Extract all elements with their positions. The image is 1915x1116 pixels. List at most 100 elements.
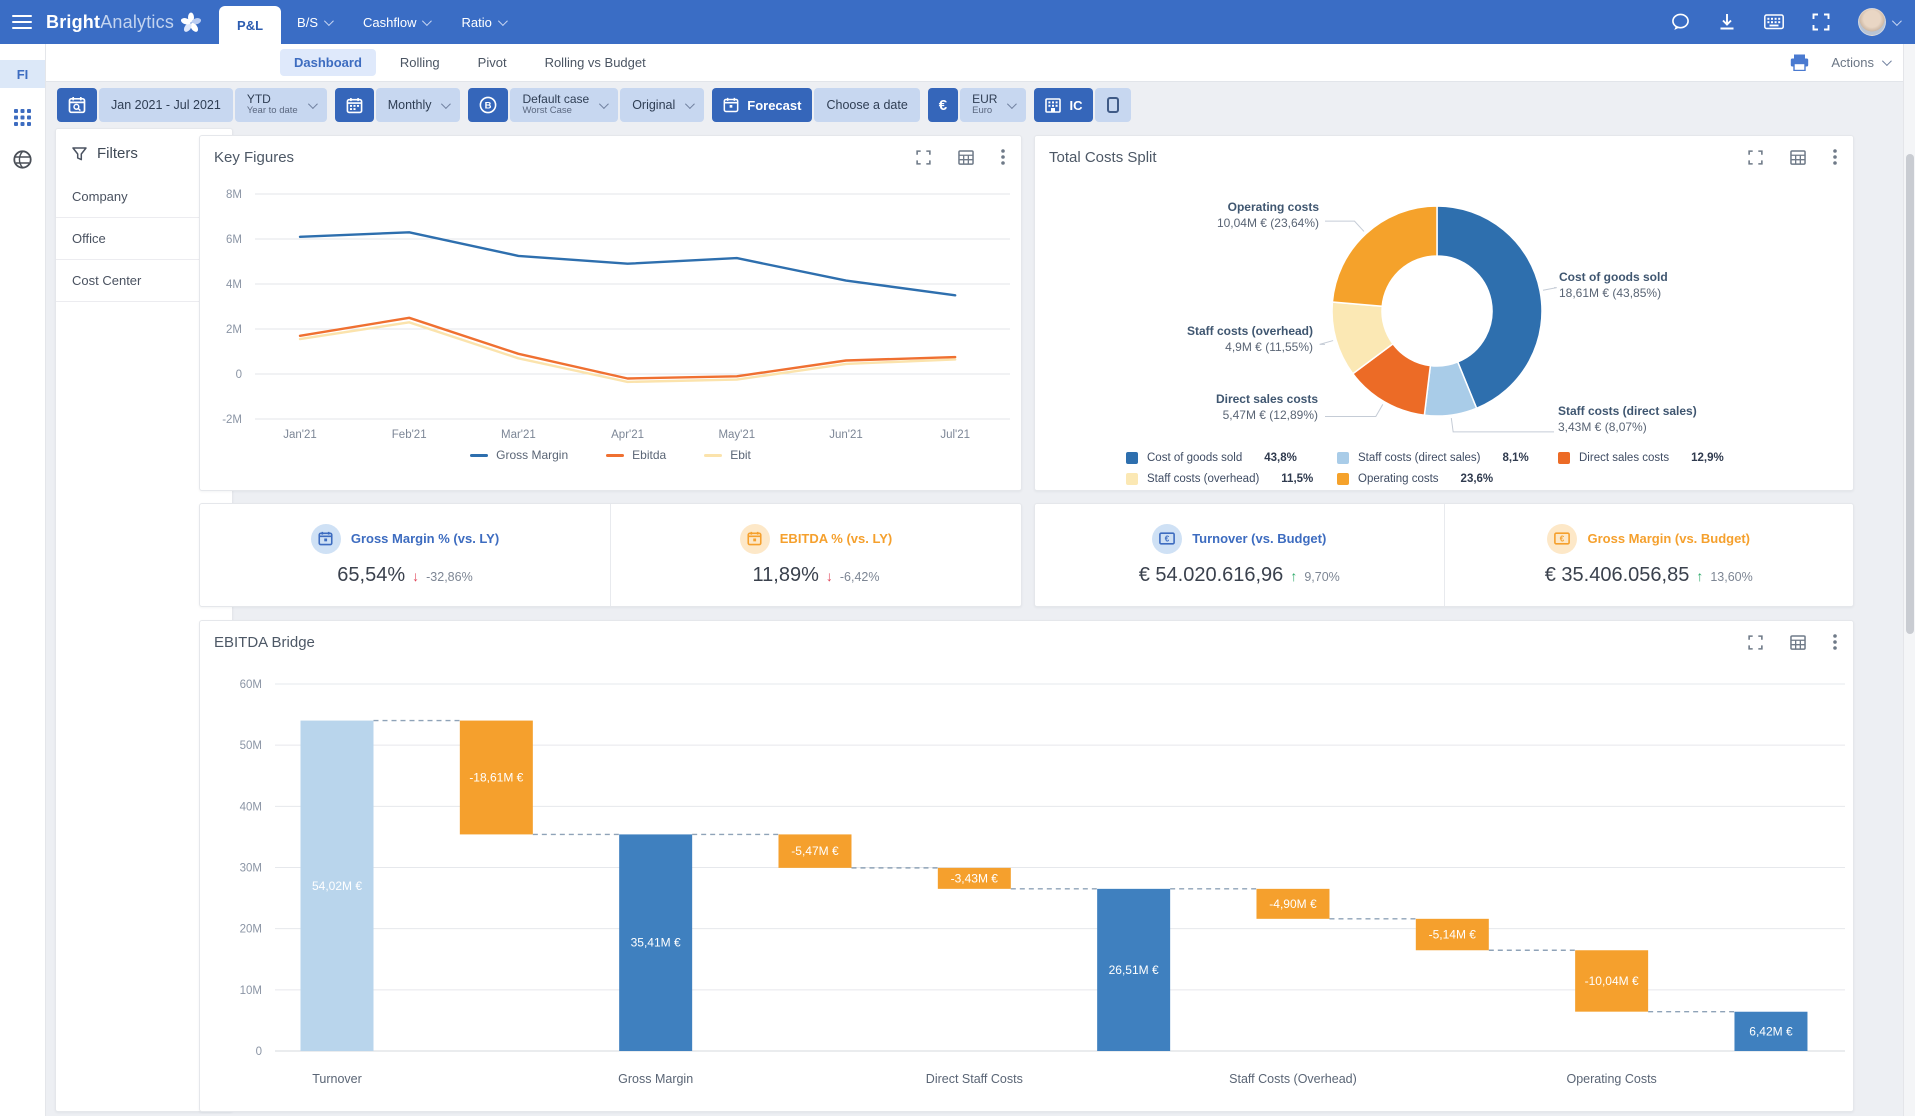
nav-item-pnl[interactable]: P&L <box>219 6 282 44</box>
legend-item[interactable]: Cost of goods sold 43,8% <box>1126 452 1337 464</box>
legend-item[interactable]: Direct sales costs 12,9% <box>1558 452 1724 464</box>
keyboard-icon[interactable] <box>1764 14 1784 30</box>
arrow-down-icon: ↓ <box>825 567 833 584</box>
download-icon[interactable] <box>1718 13 1736 31</box>
legend-item[interactable]: Ebit <box>704 448 751 462</box>
nav-item-bs[interactable]: B/S <box>281 0 347 44</box>
ebitda-bridge-panel: EBITDA Bridge 0 10M 20M 30M 40M 50M 60M 54,02M … <box>199 620 1854 1112</box>
brightanalytics-logo[interactable]: Bright Analytics <box>46 10 203 34</box>
table-icon[interactable] <box>958 149 974 165</box>
waterfall-bar[interactable] <box>1734 1011 1808 1051</box>
hamburger-menu-icon[interactable] <box>12 15 32 29</box>
fullscreen-icon[interactable] <box>916 149 931 165</box>
currency-symbol-button[interactable]: € <box>927 88 959 122</box>
forecast-button[interactable]: Forecast <box>712 88 813 122</box>
waterfall-bar[interactable] <box>1415 918 1489 951</box>
y-axis-label: 20M <box>240 924 262 936</box>
table-icon[interactable] <box>1790 149 1806 165</box>
donut-slice-cost-of-goods-sold[interactable] <box>1436 205 1543 410</box>
forecast-calendar-icon <box>723 97 739 113</box>
period-dropdown[interactable]: Monthly <box>375 88 461 122</box>
actions-menu[interactable]: Actions <box>1831 55 1892 70</box>
donut-slice-operating-costs[interactable] <box>1331 205 1438 308</box>
line-series-ebitda[interactable] <box>298 316 957 380</box>
table-icon[interactable] <box>1790 634 1806 650</box>
nav-item-cashflow[interactable]: Cashflow <box>347 0 445 44</box>
y-axis-label: 30M <box>240 862 262 874</box>
user-menu[interactable] <box>1858 8 1902 36</box>
choose-date-button[interactable]: Choose a date <box>814 88 920 122</box>
chat-icon[interactable] <box>1671 13 1690 31</box>
waterfall-bar[interactable] <box>937 867 1011 889</box>
line-series-gross-margin[interactable] <box>298 231 957 297</box>
ic-button[interactable]: IC <box>1034 88 1094 122</box>
waterfall-bar[interactable] <box>1097 888 1171 1051</box>
label-leader-line <box>1319 340 1334 345</box>
donut-label-operating-costs: Operating costs 10,04M € (23,64%) <box>1216 200 1319 230</box>
ic-checkbox-segment[interactable] <box>1095 88 1132 122</box>
panel-header-icons <box>1748 149 1837 165</box>
label-leader-line <box>1325 220 1365 232</box>
fullscreen-icon[interactable] <box>1748 634 1763 650</box>
print-icon[interactable] <box>1790 54 1809 71</box>
tab-rolling[interactable]: Rolling <box>399 55 440 70</box>
date-range-value[interactable]: Jan 2021 - Jul 2021 <box>99 88 233 122</box>
waterfall-bar[interactable] <box>300 720 374 1051</box>
total-costs-donut-chart[interactable] <box>1035 136 1855 446</box>
kpi-gross-margin-pct[interactable]: Gross Margin % (vs. LY) 65,54% ↓ -32,86% <box>200 504 610 606</box>
page-scrollbar[interactable] <box>1903 44 1915 1116</box>
tab-rolling-vs-budget[interactable]: Rolling vs Budget <box>544 55 646 70</box>
waterfall-bar[interactable] <box>1575 950 1649 1012</box>
calendar-search-button[interactable] <box>57 88 97 122</box>
kebab-menu-icon[interactable] <box>1833 634 1837 650</box>
legend-item[interactable]: Operating costs 23,6% <box>1337 473 1558 485</box>
waterfall-bar[interactable] <box>619 834 693 1051</box>
waterfall-bar[interactable] <box>1256 888 1330 919</box>
apps-grid-icon[interactable] <box>0 104 45 130</box>
kpi-gross-margin-budget[interactable]: € Gross Margin (vs. Budget) € 35.406.056… <box>1443 504 1854 606</box>
rail-item-fi[interactable]: FI <box>0 60 45 88</box>
waterfall-bar[interactable] <box>459 720 533 835</box>
legend-item[interactable]: Ebitda <box>606 448 666 462</box>
fullscreen-icon[interactable] <box>1748 149 1763 165</box>
filter-item-company[interactable]: Company <box>56 176 232 218</box>
circled-b-icon: B <box>480 96 497 114</box>
budget-scenario-button[interactable]: B <box>468 88 509 122</box>
donut-label-cost-of-goods-sold: Cost of goods sold 18,61M € (43,85%) <box>1559 270 1668 300</box>
waterfall-bar[interactable] <box>778 834 852 868</box>
ytd-dropdown[interactable]: YTD Year to date <box>234 88 327 122</box>
date-range-control: Jan 2021 - Jul 2021 YTD Year to date <box>57 88 327 122</box>
tab-dashboard[interactable]: Dashboard <box>280 49 376 76</box>
key-figures-line-chart[interactable]: 8M 6M 4M 2M 0 -2M Jan'21 Feb'21 Mar'21 Apr'21 May'… <box>200 136 1023 446</box>
x-axis-label: Jan'21 <box>283 429 317 441</box>
legend-swatch <box>1337 452 1349 464</box>
y-axis-label: 40M <box>240 801 262 813</box>
tab-pivot[interactable]: Pivot <box>477 55 507 70</box>
scrollbar-thumb[interactable] <box>1906 154 1914 634</box>
filter-item-cost-center[interactable]: Cost Center <box>56 260 232 302</box>
svg-text:€: € <box>1165 535 1170 544</box>
panel-title: EBITDA Bridge <box>214 634 315 651</box>
kebab-menu-icon[interactable] <box>1833 149 1837 165</box>
legend-item[interactable]: Staff costs (direct sales) 8,1% <box>1337 452 1558 464</box>
bar-value-label: -3,43M € <box>951 871 999 885</box>
currency-dropdown[interactable]: EUR Euro <box>960 88 1027 122</box>
label-leader-line <box>1450 417 1554 433</box>
globe-icon[interactable] <box>0 146 45 172</box>
kebab-menu-icon[interactable] <box>1001 149 1005 165</box>
filter-item-office[interactable]: Office <box>56 218 232 260</box>
ic-checkbox[interactable] <box>1107 97 1120 113</box>
kpi-ebitda-pct[interactable]: EBITDA % (vs. LY) 11,89% ↓ -6,42% <box>610 504 1021 606</box>
line-series-ebit[interactable] <box>298 321 957 384</box>
fullscreen-icon[interactable] <box>1812 13 1830 31</box>
legend-item[interactable]: Gross Margin <box>470 448 568 462</box>
panel-title: Key Figures <box>214 149 295 166</box>
legend-item[interactable]: Staff costs (overhead) 11,5% <box>1126 473 1337 485</box>
nav-item-ratio[interactable]: Ratio <box>445 0 520 44</box>
calendar-button[interactable] <box>334 88 374 122</box>
kpi-turnover[interactable]: € Turnover (vs. Budget) € 54.020.616,96 … <box>1035 504 1444 606</box>
ebitda-bridge-waterfall-chart[interactable]: 0 10M 20M 30M 40M 50M 60M 54,02M € -18,61M € 35,4… <box>200 621 1855 1111</box>
bar-value-label: -18,61M € <box>469 770 523 784</box>
version-dropdown[interactable]: Original <box>620 88 705 122</box>
case-dropdown[interactable]: Default case Worst Case <box>510 88 619 122</box>
